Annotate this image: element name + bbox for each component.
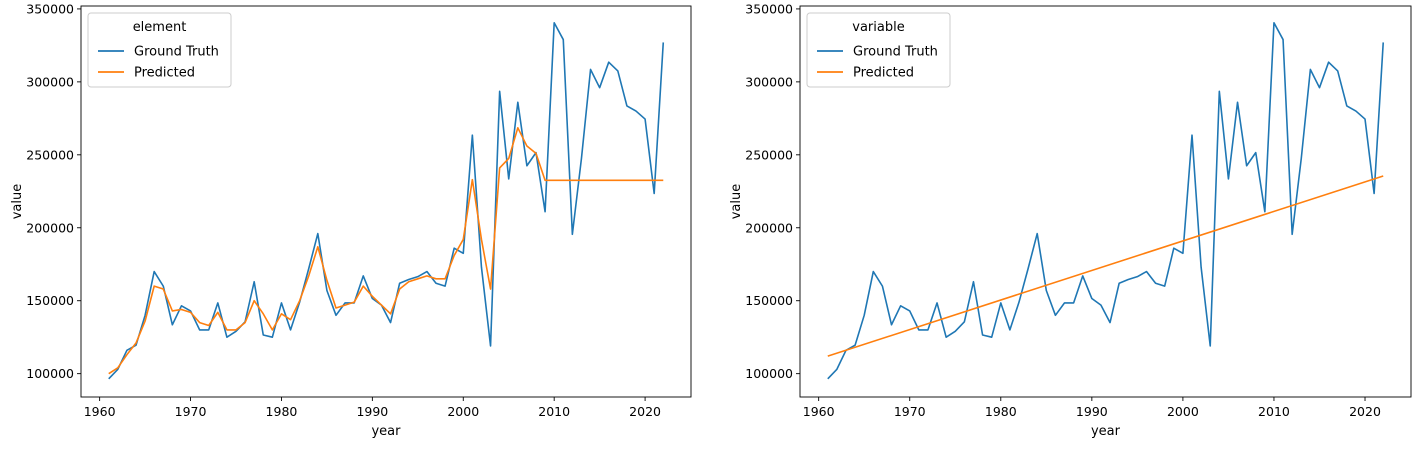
y-axis-label: value xyxy=(729,184,744,220)
y-tick-label: 300000 xyxy=(26,74,74,89)
series-line-predicted xyxy=(108,127,664,375)
legend-title: element xyxy=(133,20,187,35)
legend-box xyxy=(87,12,232,88)
y-tick-label: 250000 xyxy=(26,147,74,162)
x-tick-label: 1980 xyxy=(985,404,1017,419)
y-tick-label: 250000 xyxy=(745,147,793,162)
series-line-predicted xyxy=(827,175,1384,357)
y-tick-label: 150000 xyxy=(745,293,793,308)
x-tick-label: 1960 xyxy=(84,404,116,419)
legend-entry: Ground Truth xyxy=(134,45,219,60)
x-tick-label: 2010 xyxy=(1258,404,1290,419)
series-line-ground-truth xyxy=(827,21,1385,380)
x-axis-label: year xyxy=(1091,424,1121,439)
legend: variable Ground Truth Predicted xyxy=(806,12,951,88)
legend-title: variable xyxy=(852,20,904,35)
x-tick-label: 1970 xyxy=(894,404,926,419)
y-axis-label: value xyxy=(10,184,25,220)
legend-entry: Predicted xyxy=(853,66,914,81)
x-tick-label: 2020 xyxy=(629,404,661,419)
legend-box xyxy=(806,12,951,88)
y-tick-label: 350000 xyxy=(745,1,793,16)
chart-left: 1960 1970 1980 1990 2000 2010 2020 100000 150000… xyxy=(10,1,692,439)
x-tick-label: 2020 xyxy=(1349,404,1381,419)
x-tick-label: 1970 xyxy=(175,404,207,419)
axes-frame xyxy=(799,5,1412,398)
legend: element Ground Truth Predicted xyxy=(87,12,232,88)
y-tick-label: 300000 xyxy=(745,74,793,89)
series-line-ground-truth xyxy=(108,21,665,380)
axes-frame xyxy=(80,5,692,398)
y-tick-label: 150000 xyxy=(26,293,74,308)
x-axis-label: year xyxy=(371,424,401,439)
y-tick-label: 100000 xyxy=(26,366,74,381)
x-tick-label: 2000 xyxy=(447,404,479,419)
y-tick-label: 200000 xyxy=(26,220,74,235)
x-tick-label: 1980 xyxy=(266,404,298,419)
y-tick-label: 100000 xyxy=(745,366,793,381)
y-tick-label: 200000 xyxy=(745,220,793,235)
x-tick-label: 2010 xyxy=(538,404,570,419)
x-tick-label: 1960 xyxy=(803,404,835,419)
y-tick-label: 350000 xyxy=(26,1,74,16)
x-tick-label: 1990 xyxy=(356,404,388,419)
x-tick-label: 1990 xyxy=(1076,404,1108,419)
chart-right: 1960 1970 1980 1990 2000 2010 2020 100000 150000… xyxy=(729,1,1412,439)
legend-entry: Ground Truth xyxy=(853,45,938,60)
x-tick-label: 2000 xyxy=(1167,404,1199,419)
legend-entry: Predicted xyxy=(134,66,195,81)
